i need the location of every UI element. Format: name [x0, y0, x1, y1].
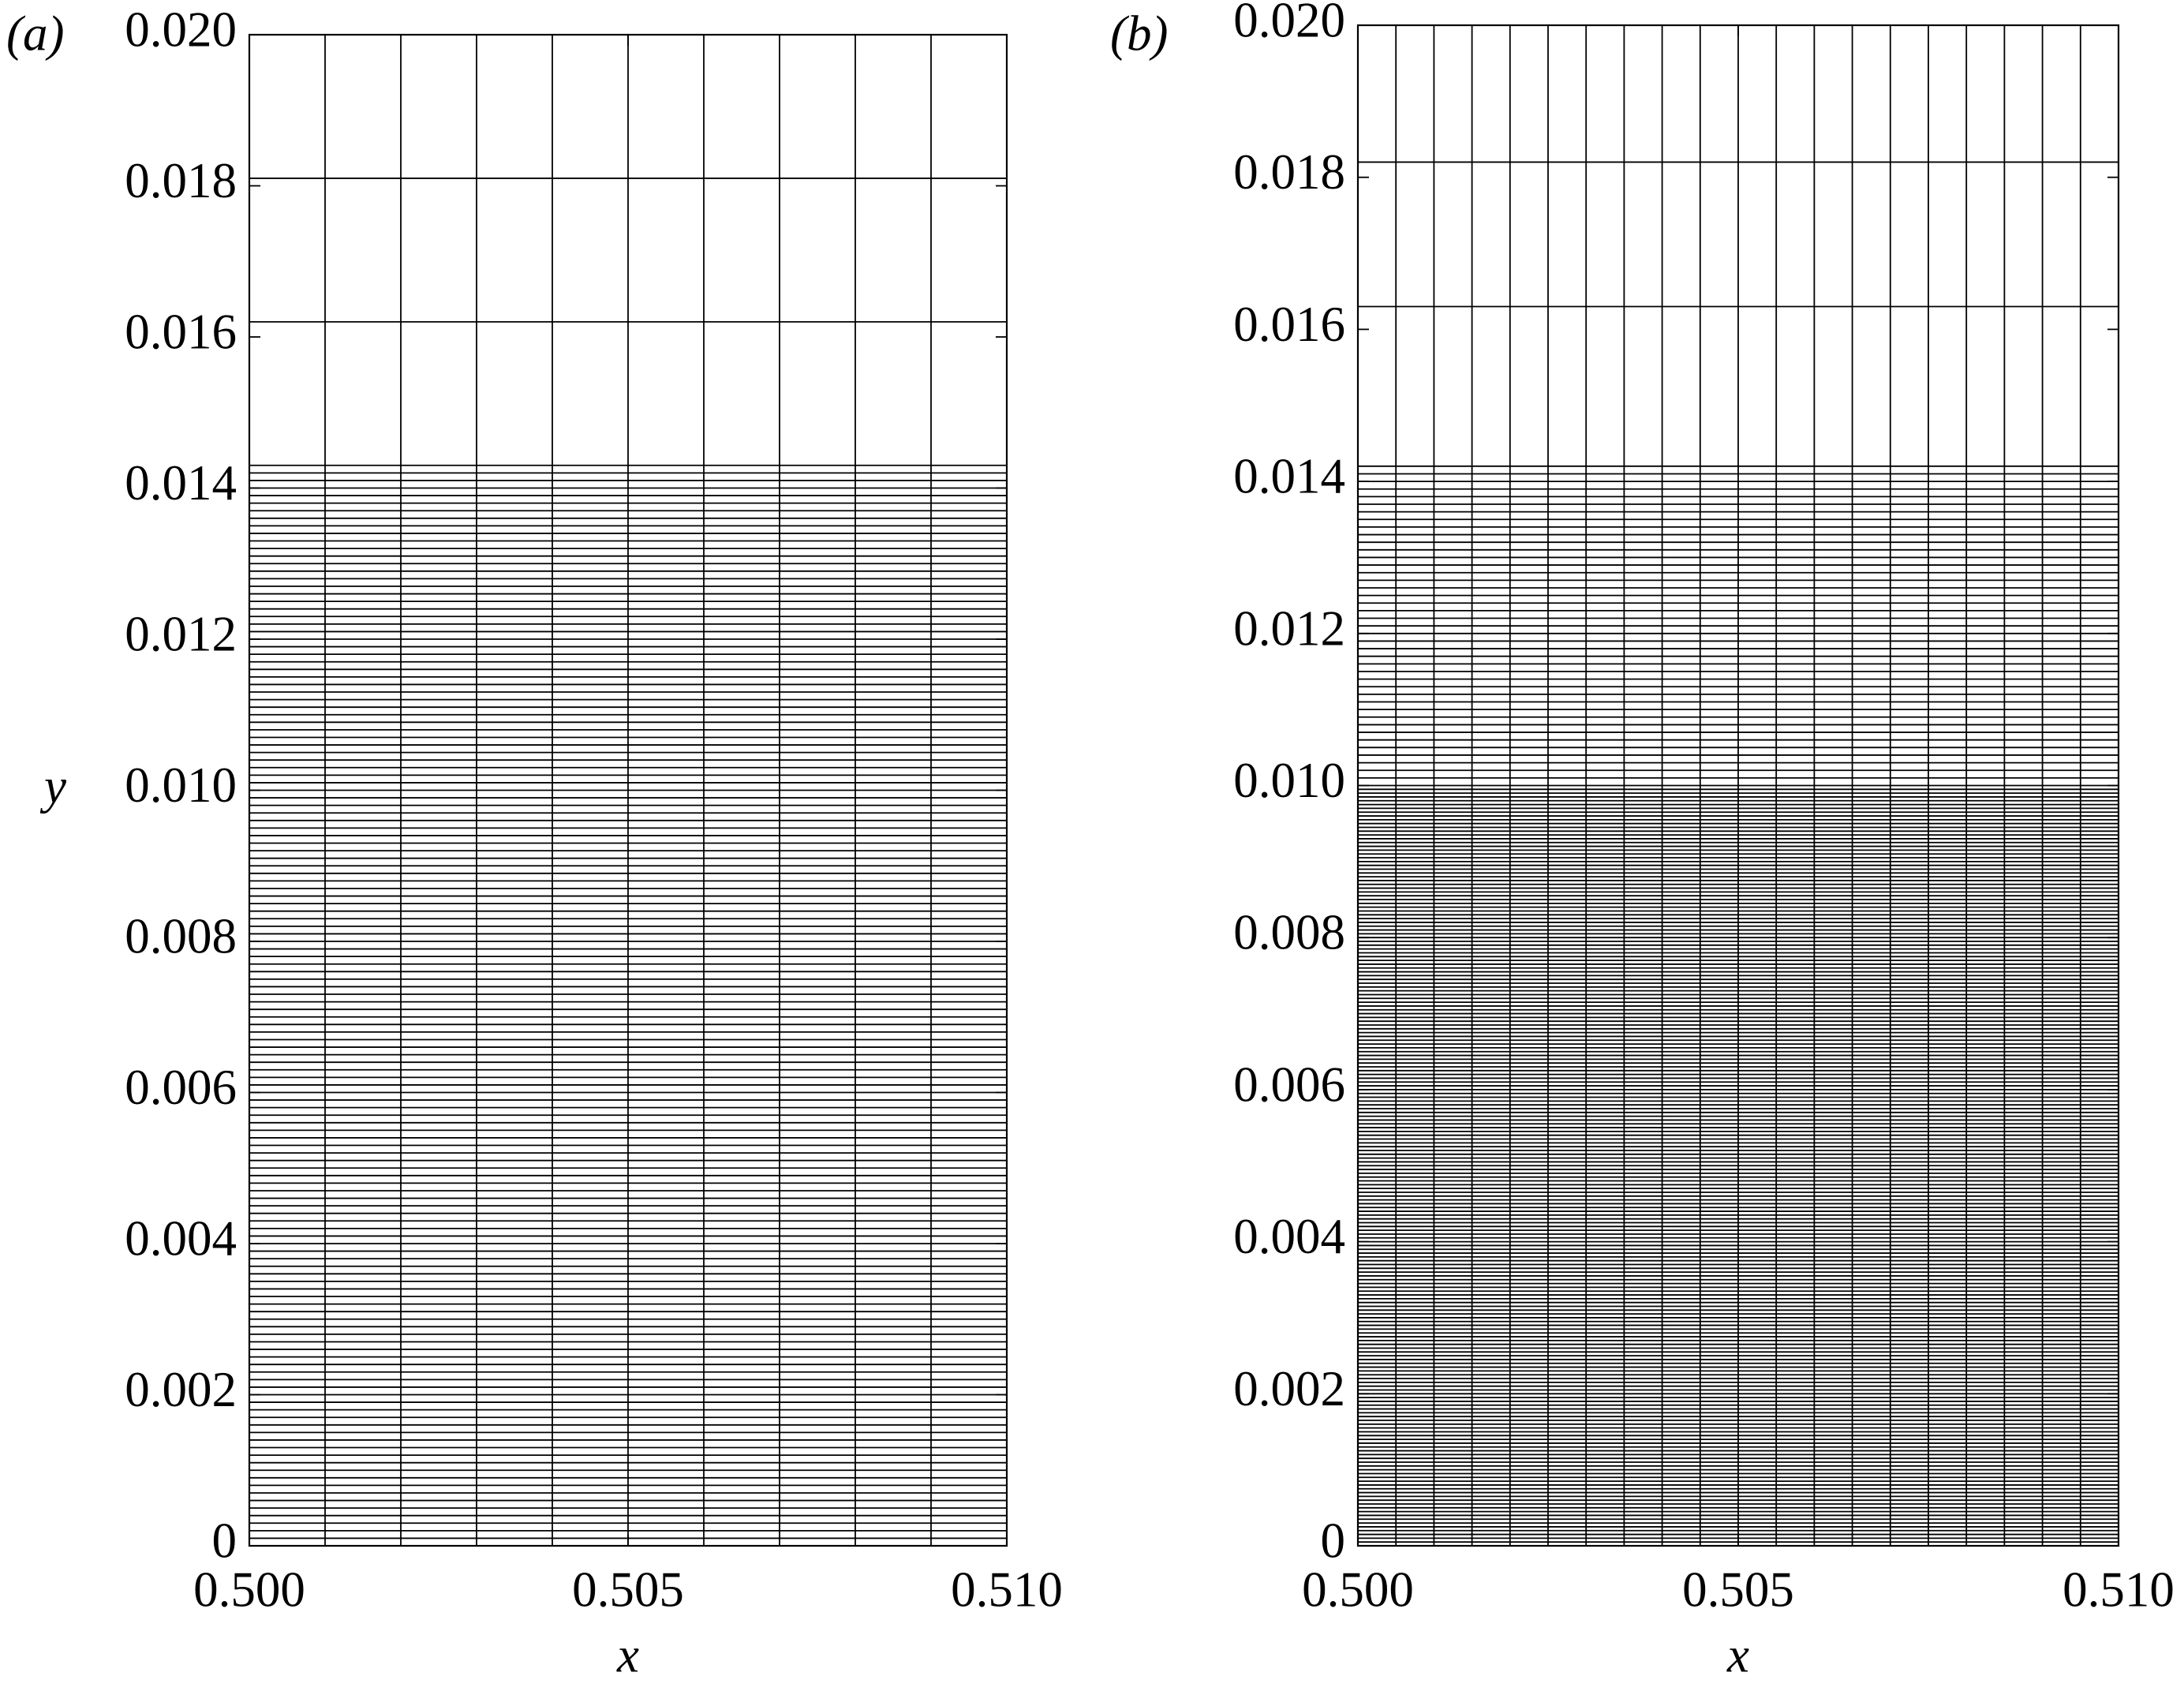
x-tick-label: 0.500: [1302, 1562, 1414, 1617]
x-tick-label: 0.505: [1682, 1562, 1794, 1617]
y-tick-label: 0.016: [125, 304, 237, 359]
x-tick-label: 0.510: [951, 1562, 1063, 1617]
panel-label: (a): [6, 6, 64, 61]
y-tick-label: 0.016: [1233, 297, 1345, 352]
y-tick-label: 0.020: [125, 2, 237, 57]
x-axis-label: x: [616, 1627, 639, 1682]
y-tick-label: 0.012: [1233, 600, 1345, 656]
y-tick-label: 0: [1321, 1513, 1346, 1568]
x-tick-label: 0.510: [2062, 1562, 2175, 1617]
y-tick-label: 0.010: [125, 758, 237, 813]
x-tick-label: 0.500: [193, 1562, 305, 1617]
y-tick-label: 0.004: [1233, 1209, 1345, 1264]
y-tick-label: 0.020: [1233, 0, 1345, 47]
y-tick-label: 0: [212, 1513, 237, 1568]
y-tick-label: 0.008: [1233, 905, 1345, 960]
y-tick-label: 0.018: [125, 153, 237, 208]
y-tick-label: 0.008: [125, 908, 237, 963]
y-tick-label: 0.002: [125, 1362, 237, 1417]
y-tick-label: 0.002: [1233, 1361, 1345, 1416]
x-tick-label: 0.505: [572, 1562, 684, 1617]
y-tick-label: 0.014: [125, 455, 237, 511]
y-tick-label: 0.010: [1233, 753, 1345, 808]
y-tick-label: 0.006: [125, 1060, 237, 1115]
y-tick-label: 0.004: [125, 1210, 237, 1266]
y-tick-label: 0.014: [1233, 449, 1345, 504]
y-tick-label: 0.006: [1233, 1057, 1345, 1112]
x-axis-label: x: [1726, 1627, 1749, 1682]
y-tick-label: 0.018: [1233, 144, 1345, 200]
y-tick-label: 0.012: [125, 606, 237, 661]
panel-label: (b): [1110, 6, 1168, 61]
y-axis-label: y: [39, 758, 66, 814]
